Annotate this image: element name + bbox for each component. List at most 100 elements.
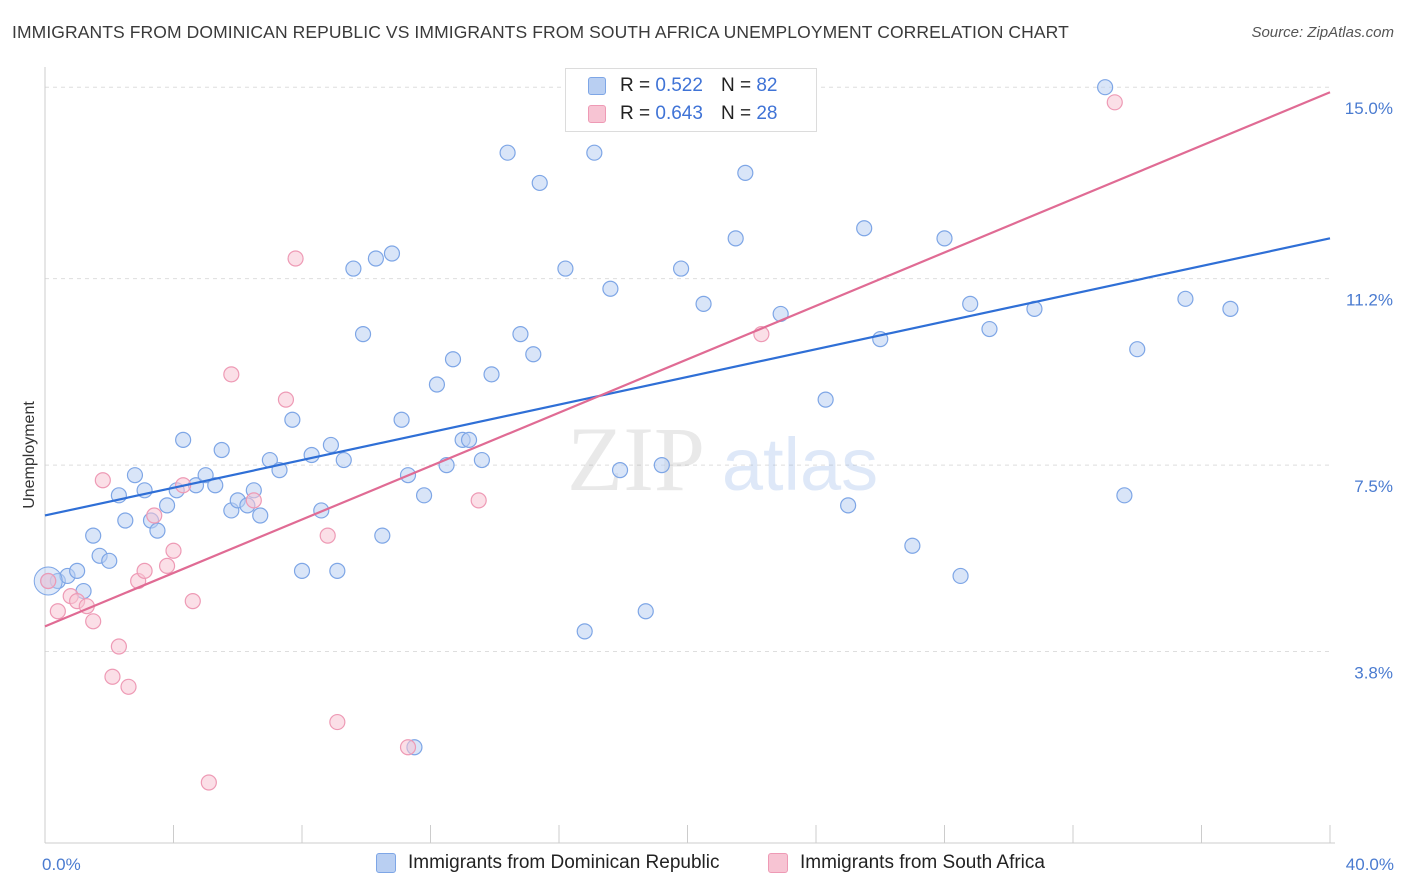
x-tick-label: 0.0% xyxy=(42,855,81,874)
data-point-southafrica[interactable] xyxy=(85,613,102,630)
data-point-southafrica[interactable] xyxy=(40,572,57,590)
data-point-southafrica[interactable] xyxy=(200,774,217,791)
data-point-dominican[interactable] xyxy=(483,366,500,383)
data-point-dominican[interactable] xyxy=(69,562,86,580)
data-point-southafrica[interactable] xyxy=(470,492,487,509)
data-point-dominican[interactable] xyxy=(322,436,340,454)
watermark-atlas: atlas xyxy=(722,423,878,506)
data-point-southafrica[interactable] xyxy=(110,638,127,655)
legend-row-southafrica: R = 0.643 N = 28 xyxy=(588,101,777,127)
data-point-dominican[interactable] xyxy=(840,497,857,514)
data-point-dominican[interactable] xyxy=(367,250,384,267)
data-point-dominican[interactable] xyxy=(393,411,410,428)
data-point-southafrica[interactable] xyxy=(1106,94,1123,111)
data-point-dominican[interactable] xyxy=(117,512,134,529)
data-point-dominican[interactable] xyxy=(383,245,401,262)
data-point-dominican[interactable] xyxy=(252,507,269,524)
data-point-dominican[interactable] xyxy=(981,320,998,338)
tick-labels: 3.8% 7.5% 11.2% 15.0% 0.0% 40.0% xyxy=(42,99,1394,874)
data-point-southafrica[interactable] xyxy=(287,250,304,267)
data-point-dominican[interactable] xyxy=(611,462,629,479)
data-point-dominican[interactable] xyxy=(473,451,490,469)
data-point-dominican[interactable] xyxy=(329,562,346,580)
y-tick-label: 15.0% xyxy=(1345,99,1393,118)
legend-item-southafrica[interactable]: Immigrants from South Africa xyxy=(768,852,1045,874)
watermark-zip: ZIP xyxy=(567,408,705,510)
data-point-southafrica[interactable] xyxy=(136,562,153,580)
data-point-dominican[interactable] xyxy=(335,451,352,469)
data-point-dominican[interactable] xyxy=(126,467,144,484)
data-point-southafrica[interactable] xyxy=(120,678,137,695)
bottom-legend: Immigrants from Dominican Republic Immig… xyxy=(0,852,1406,878)
data-point-dominican[interactable] xyxy=(213,441,230,459)
data-point-dominican[interactable] xyxy=(444,351,462,368)
data-point-dominican[interactable] xyxy=(531,174,548,192)
data-point-dominican[interactable] xyxy=(1116,487,1133,504)
legend-item-dominican[interactable]: Immigrants from Dominican Republic xyxy=(376,852,720,874)
data-point-southafrica[interactable] xyxy=(94,472,111,489)
axes xyxy=(44,67,1335,844)
data-point-dominican[interactable] xyxy=(175,431,192,449)
data-point-dominican[interactable] xyxy=(727,230,744,247)
data-point-southafrica[interactable] xyxy=(319,527,336,544)
legend-swatch-pink xyxy=(768,853,788,873)
data-point-dominican[interactable] xyxy=(428,376,446,393)
data-point-dominican[interactable] xyxy=(936,230,953,247)
data-point-dominican[interactable] xyxy=(512,325,529,343)
data-point-southafrica[interactable] xyxy=(277,391,295,408)
data-point-dominican[interactable] xyxy=(499,144,516,161)
legend-n-label: N = xyxy=(720,75,752,96)
data-point-dominican[interactable] xyxy=(1129,341,1146,358)
data-point-southafrica[interactable] xyxy=(158,557,176,574)
data-point-dominican[interactable] xyxy=(149,522,166,539)
stats-legend: R = 0.522 N = 82 R = 0.643 N = 28 xyxy=(565,68,817,132)
data-point-dominican[interactable] xyxy=(525,346,542,363)
data-point-dominican[interactable] xyxy=(586,144,603,161)
data-point-dominican[interactable] xyxy=(460,431,478,449)
y-axis-label: Unemployment xyxy=(21,401,38,509)
data-point-dominican[interactable] xyxy=(557,260,574,277)
data-point-dominican[interactable] xyxy=(653,456,670,474)
data-point-dominican[interactable] xyxy=(303,446,320,464)
data-point-dominican[interactable] xyxy=(158,497,176,514)
data-point-southafrica[interactable] xyxy=(49,603,66,620)
data-point-dominican[interactable] xyxy=(695,295,712,312)
legend-swatch-blue xyxy=(376,853,396,873)
data-point-dominican[interactable] xyxy=(672,260,690,277)
data-point-dominican[interactable] xyxy=(962,295,979,312)
legend-r-label: R = xyxy=(620,103,651,124)
data-point-dominican[interactable] xyxy=(1222,300,1239,317)
data-point-dominican[interactable] xyxy=(817,391,834,408)
data-point-southafrica[interactable] xyxy=(146,507,163,524)
data-point-dominican[interactable] xyxy=(637,603,654,620)
data-point-dominican[interactable] xyxy=(952,567,969,585)
data-point-dominican[interactable] xyxy=(101,552,118,569)
data-point-southafrica[interactable] xyxy=(184,593,201,610)
data-point-dominican[interactable] xyxy=(85,527,102,544)
data-point-southafrica[interactable] xyxy=(165,542,182,559)
data-point-southafrica[interactable] xyxy=(399,739,417,756)
data-point-dominican[interactable] xyxy=(1177,290,1194,307)
data-point-dominican[interactable] xyxy=(602,280,619,297)
data-point-dominican[interactable] xyxy=(345,260,362,277)
data-point-dominican[interactable] xyxy=(284,411,301,428)
legend-r-value: 0.643 xyxy=(655,103,703,124)
data-point-dominican[interactable] xyxy=(293,562,311,580)
source-label: Source: ZipAtlas.com xyxy=(1251,24,1394,41)
data-point-southafrica[interactable] xyxy=(329,713,346,731)
data-point-dominican[interactable] xyxy=(354,325,372,343)
data-point-southafrica[interactable] xyxy=(223,366,240,383)
data-point-dominican[interactable] xyxy=(415,487,433,504)
data-point-dominican[interactable] xyxy=(374,527,391,544)
data-point-dominican[interactable] xyxy=(856,220,873,237)
y-tick-label: 3.8% xyxy=(1354,664,1393,683)
data-point-dominican[interactable] xyxy=(737,164,754,181)
data-point-dominican[interactable] xyxy=(576,623,593,640)
data-point-southafrica[interactable] xyxy=(104,668,121,685)
data-point-dominican[interactable] xyxy=(904,537,921,554)
legend-swatch-pink xyxy=(588,105,606,123)
trend-line-dominican xyxy=(44,237,1331,517)
data-point-southafrica[interactable] xyxy=(245,492,262,509)
data-point-dominican[interactable] xyxy=(1097,79,1114,96)
